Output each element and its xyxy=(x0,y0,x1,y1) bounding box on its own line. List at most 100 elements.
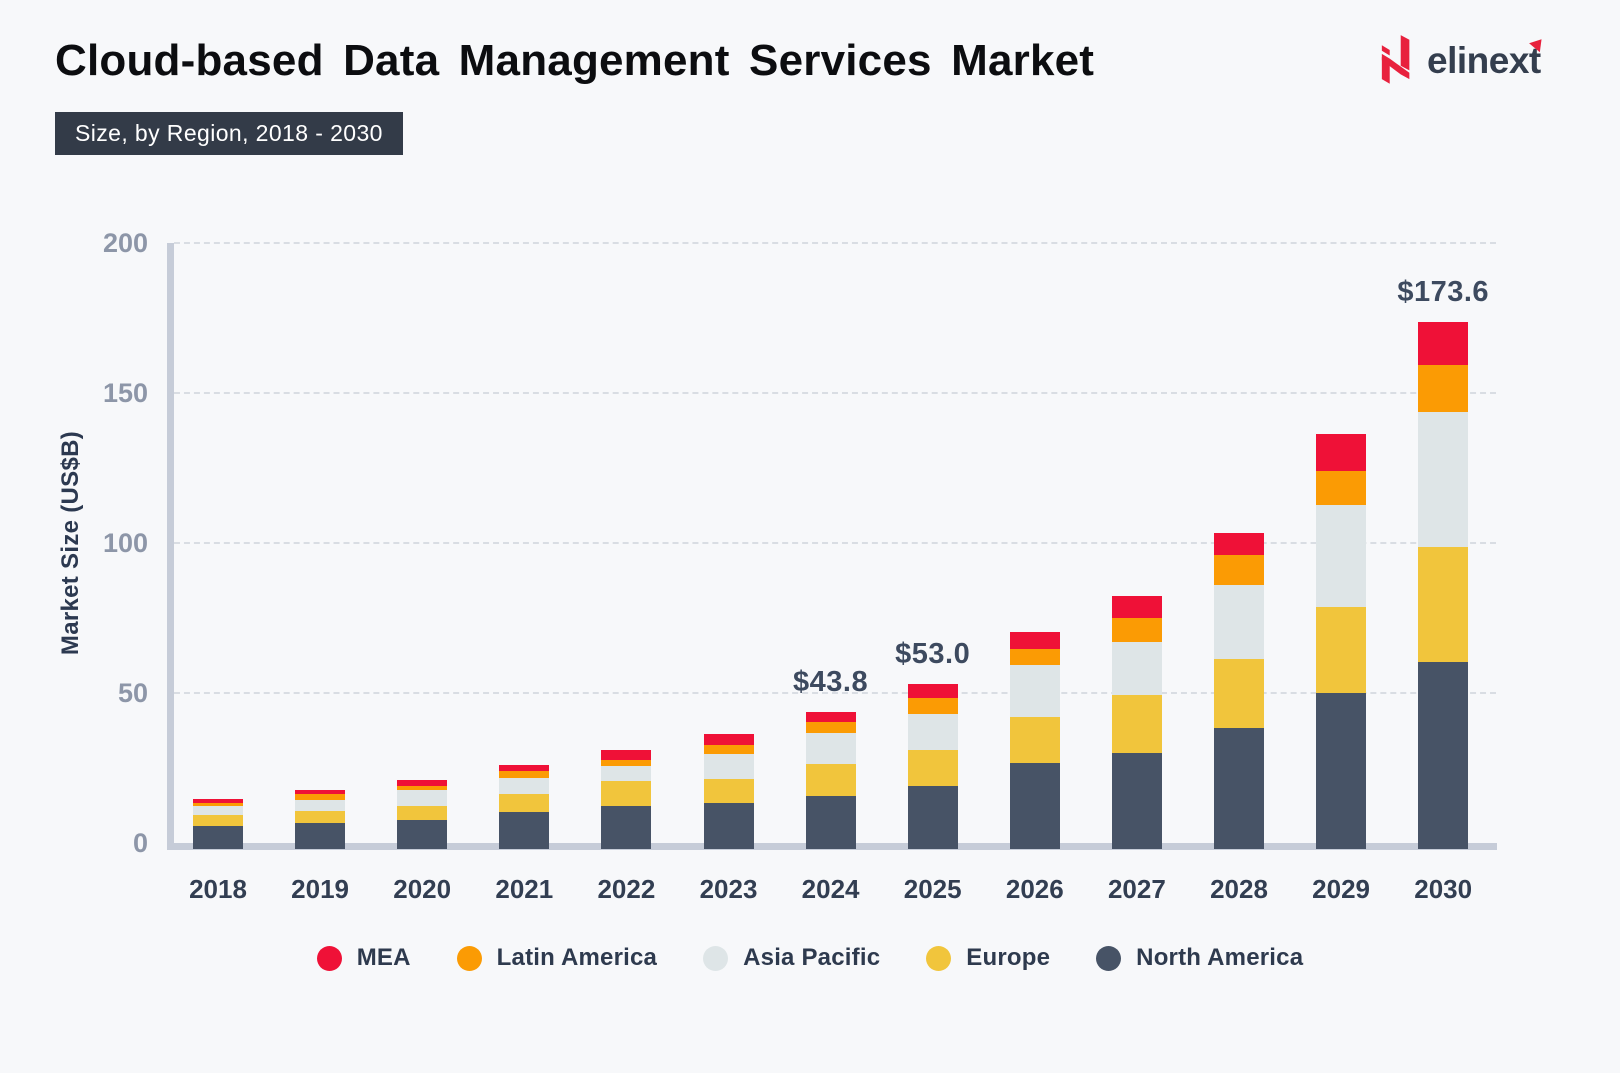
bar-2018 xyxy=(193,799,243,849)
bar-segment-north-america xyxy=(397,819,448,849)
bar-segment-mea xyxy=(1009,631,1060,649)
bar-segment-europe xyxy=(1009,716,1060,764)
bar-segment-asia-pacific xyxy=(1316,505,1367,608)
x-tick-2030: 2030 xyxy=(1414,874,1473,904)
bar-segment-north-america xyxy=(1009,763,1060,849)
bar-segment-north-america xyxy=(1418,662,1469,849)
bar-segment-mea xyxy=(805,711,856,723)
legend-label-europe: Europe xyxy=(966,944,1051,971)
bar-segment-mea xyxy=(499,765,550,771)
bar-segment-mea xyxy=(703,734,754,745)
bar-segment-europe xyxy=(1111,695,1162,753)
legend-label-asia-pacific: Asia Pacific xyxy=(743,944,881,971)
bar-segment-latin-america xyxy=(193,802,243,807)
bar-segment-latin-america xyxy=(805,722,856,733)
bar-2030 xyxy=(1418,322,1469,849)
x-tick-2022: 2022 xyxy=(597,874,656,904)
bar-segment-north-america xyxy=(499,812,550,849)
x-tick-2018: 2018 xyxy=(189,874,247,904)
elinext-logo-text: elinext xyxy=(1427,34,1547,82)
bar-segment-north-america xyxy=(1111,752,1162,849)
bar-segment-asia-pacific xyxy=(295,799,346,811)
bar-segment-mea xyxy=(1214,533,1264,556)
bar-segment-europe xyxy=(1316,607,1367,694)
x-tick-2024: 2024 xyxy=(801,874,860,904)
bar-segment-asia-pacific xyxy=(805,732,856,764)
legend-swatch-mea-icon xyxy=(316,945,342,971)
bar-segment-europe xyxy=(499,793,550,813)
bar-2021 xyxy=(499,765,550,849)
bar-segment-asia-pacific xyxy=(703,753,754,779)
bar-segment-asia-pacific xyxy=(1214,584,1264,660)
bar-segment-mea xyxy=(193,799,243,803)
gridline-200 xyxy=(174,242,1496,244)
bar-2020 xyxy=(397,780,448,849)
bar-segment-mea xyxy=(1111,595,1162,619)
bar-2024 xyxy=(805,711,856,849)
legend-item-mea: MEA xyxy=(316,944,411,972)
legend-swatch-latin-america-icon xyxy=(456,945,482,971)
bar-segment-latin-america xyxy=(601,759,652,767)
elinext-n-mark-icon xyxy=(1381,35,1410,84)
gridline-100 xyxy=(174,542,1496,544)
bar-segment-north-america xyxy=(295,823,346,849)
bar-segment-asia-pacific xyxy=(907,714,958,751)
y-tick-150: 150 xyxy=(102,378,148,408)
bar-segment-mea xyxy=(1316,433,1367,472)
total-label-2024: $43.8 xyxy=(793,665,869,698)
legend-item-europe: Europe xyxy=(926,944,1050,972)
bar-segment-europe xyxy=(397,806,448,820)
bar-2025 xyxy=(907,684,958,849)
bar-segment-mea xyxy=(1418,322,1469,366)
bar-segment-north-america xyxy=(1316,693,1367,849)
total-label-2025: $53.0 xyxy=(895,638,971,670)
y-axis-line xyxy=(167,243,174,850)
x-tick-2026: 2026 xyxy=(1005,874,1064,904)
legend-label-north-america: North America xyxy=(1136,944,1304,971)
bar-segment-asia-pacific xyxy=(1111,641,1162,696)
bar-2022 xyxy=(601,750,652,849)
bar-segment-latin-america xyxy=(703,744,754,754)
bar-segment-latin-america xyxy=(397,786,448,790)
bar-segment-asia-pacific xyxy=(1418,411,1469,547)
bar-segment-mea xyxy=(601,750,652,760)
bar-segment-mea xyxy=(907,684,958,698)
bar-segment-europe xyxy=(1214,659,1264,728)
y-tick-200: 200 xyxy=(102,228,148,258)
bar-segment-latin-america xyxy=(499,770,550,778)
bar-segment-latin-america xyxy=(907,697,958,715)
legend-item-asia-pacific: Asia Pacific xyxy=(703,944,880,972)
bar-2019 xyxy=(295,789,346,849)
bar-segment-mea xyxy=(397,780,448,787)
subtitle-badge: Size, by Region, 2018 - 2030 xyxy=(55,112,403,155)
gridline-150 xyxy=(174,392,1496,394)
bar-segment-latin-america xyxy=(1111,618,1162,642)
bar-segment-mea xyxy=(295,789,346,795)
x-tick-2029: 2029 xyxy=(1312,874,1371,904)
bar-segment-latin-america xyxy=(295,794,346,800)
x-tick-2020: 2020 xyxy=(393,874,452,904)
x-tick-2023: 2023 xyxy=(699,874,758,904)
bar-segment-asia-pacific xyxy=(1009,665,1060,717)
legend-label-latin-america: Latin America xyxy=(496,944,658,971)
x-tick-2025: 2025 xyxy=(903,874,962,904)
y-tick-0: 0 xyxy=(132,828,148,858)
bar-segment-asia-pacific xyxy=(499,777,550,794)
bar-segment-europe xyxy=(193,815,243,826)
bar-segment-north-america xyxy=(805,795,856,849)
legend-swatch-north-america-icon xyxy=(1096,945,1122,971)
legend-item-north-america: North America xyxy=(1096,944,1303,972)
gridline-50 xyxy=(174,692,1496,694)
bar-segment-europe xyxy=(1418,546,1469,663)
bar-segment-north-america xyxy=(703,802,754,849)
bar-segment-latin-america xyxy=(1214,555,1264,585)
bar-segment-europe xyxy=(703,778,754,803)
logo-accent-arrow-icon xyxy=(1528,34,1547,53)
bar-2029 xyxy=(1316,433,1367,849)
bar-segment-europe xyxy=(907,750,958,787)
total-label-2030: $173.6 xyxy=(1397,276,1490,309)
bar-2023 xyxy=(703,734,754,849)
bar-2028 xyxy=(1214,533,1264,849)
bar-segment-europe xyxy=(601,780,652,807)
y-tick-100: 100 xyxy=(102,528,148,558)
